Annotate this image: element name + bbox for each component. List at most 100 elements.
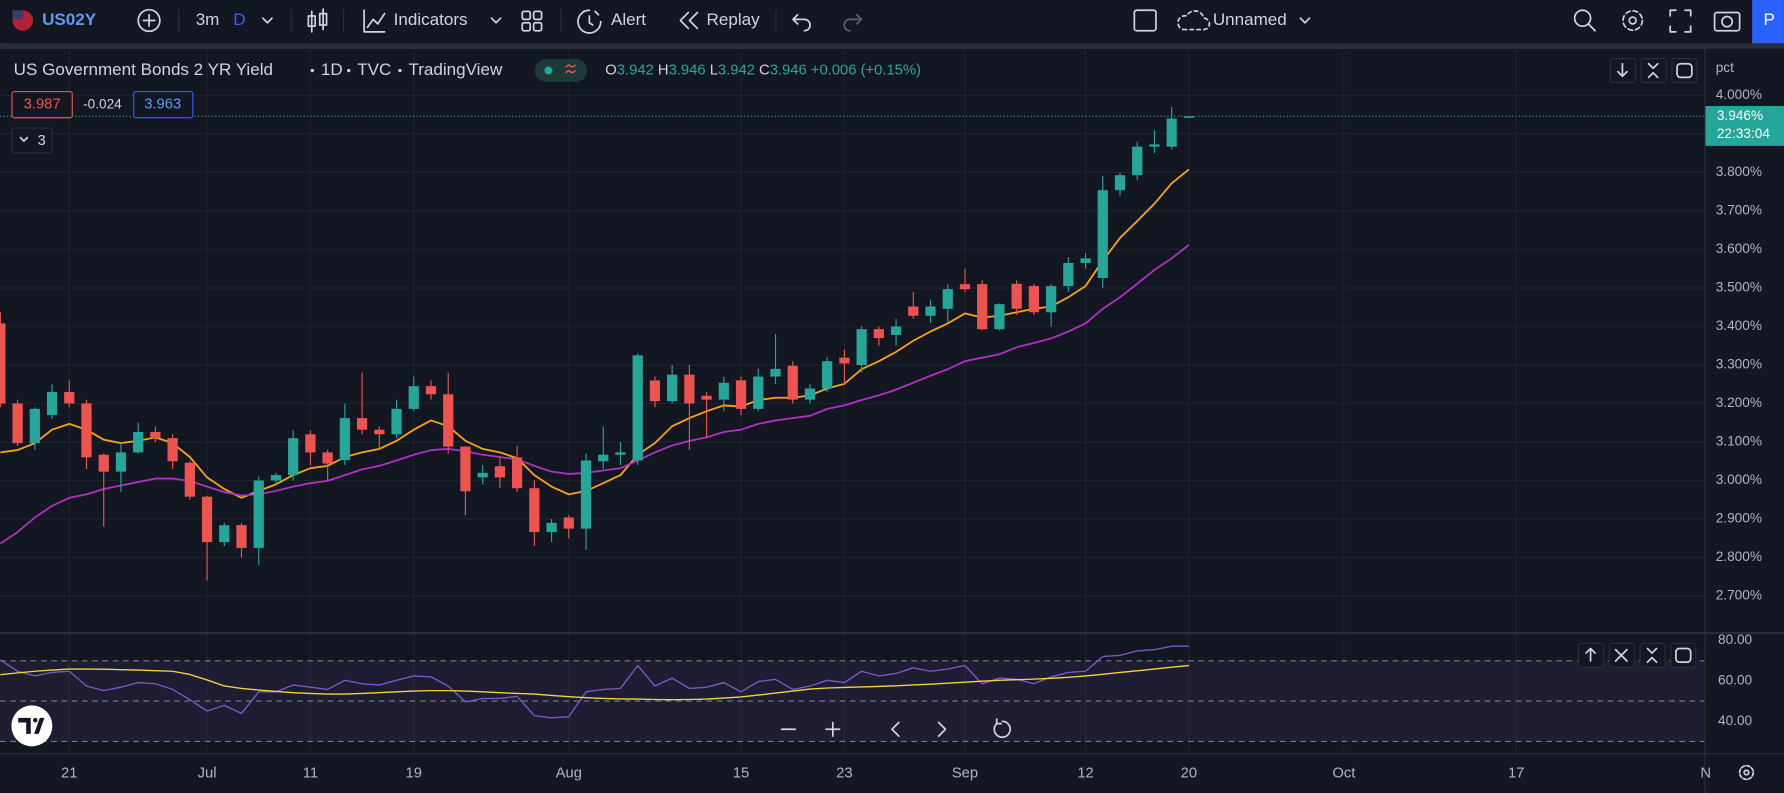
publish-label: P [1764,10,1775,29]
compare-button[interactable] [137,8,161,33]
x-tick-label: Jul [198,766,217,782]
low-value: 3.942 [718,62,755,78]
candle-body [529,488,540,533]
y-tick-label: 40.00 [1718,713,1753,728]
chart-type-button[interactable] [307,8,328,33]
ask-price: 3.963 [144,97,181,113]
interval-unit: D [233,10,245,29]
low-letter: L [710,62,718,78]
collapse-button[interactable] [1640,58,1667,84]
x-tick-label: 15 [733,766,749,782]
reset-button[interactable] [993,718,1012,739]
candle-body [460,446,471,492]
status-pill [534,59,588,82]
search-button[interactable] [1573,9,1596,32]
y-tick-label: 3.600% [1716,241,1762,256]
y-tick-label: 2.700% [1716,588,1762,603]
alarm-icon [577,9,602,34]
bid-price: 3.987 [24,97,61,113]
market-status[interactable] [534,59,588,82]
sell-button[interactable]: 3.987 [11,91,73,119]
scroll-right-button[interactable] [937,721,947,737]
camera-icon [1713,11,1741,32]
x-tick-label: Sep [952,766,978,782]
search-icon [1573,9,1592,28]
indicators-toggle[interactable]: 3 [11,127,53,154]
snapshot-button[interactable] [1713,11,1741,32]
buy-button[interactable]: 3.963 [133,91,194,119]
logo-mark [18,717,45,734]
y-tick-label: 3.800% [1716,164,1762,179]
open-value: 3.942 [617,62,654,78]
interval-button[interactable]: 3m D [196,10,273,29]
candle-body [29,408,40,444]
settings-button[interactable] [1622,9,1644,32]
candle-body [1097,190,1108,278]
tradingview-logo[interactable] [11,705,53,747]
gear-icon [1622,9,1644,32]
settings-corner[interactable] [1738,764,1755,781]
separator-dot [347,68,351,73]
candle-body [615,452,626,455]
maximize-icon [1676,62,1693,79]
arrow-icon [1617,62,1628,78]
candle-body [184,462,195,497]
collapse-icon [1646,647,1658,664]
candle-body [288,438,299,476]
collapse-button[interactable] [1639,642,1666,668]
candle-body [839,357,850,364]
line-series [0,664,1189,701]
pane-controls [1578,58,1698,668]
maximize-button[interactable] [1670,642,1697,668]
candle-body [322,452,333,464]
indicators-label: Indicators [394,10,468,29]
candle-body [1080,258,1091,263]
zoom-in-button[interactable] [825,721,841,737]
x-tick-label: 17 [1508,766,1524,782]
templates-button[interactable] [521,10,543,32]
x-tick-label: 23 [836,766,852,782]
undo-button[interactable] [792,13,811,32]
x-tick-label: 19 [406,766,422,782]
line-series [0,244,1190,545]
open-letter: O [605,62,616,78]
candle-body [546,522,557,533]
candle-body [356,418,368,430]
symbol-button[interactable]: US02Y [12,10,97,31]
candle-body [46,391,58,416]
timeframe: 1D [321,60,343,79]
maximize-button[interactable] [1671,58,1698,84]
alert-button[interactable]: Alert [577,9,646,34]
status-wave [565,63,577,74]
indicators-button[interactable]: Indicators [363,9,502,33]
scroll-left-button[interactable] [891,721,900,737]
candle-body [1114,175,1126,191]
replay-button[interactable]: Replay [679,10,760,30]
candle-body [787,365,798,400]
candle-body [856,329,867,365]
redo-button[interactable] [843,13,863,32]
publish-button[interactable]: P [1752,0,1784,44]
fullscreen-button[interactable] [1669,9,1692,33]
layout-name: Unnamed [1213,10,1287,29]
change: +0.006 [811,62,857,78]
logo-bg [11,705,53,747]
layout-button[interactable] [1133,9,1157,32]
plot-layer [0,107,1705,719]
candle-body [701,395,712,400]
y-tick-label: 3.400% [1716,318,1762,333]
source: TradingView [408,60,502,79]
y-tick-label: 4.000% [1716,87,1762,102]
layout-name-button[interactable]: Unnamed [1177,10,1311,31]
alert-label: Alert [611,10,646,29]
y-tick-label: 3.700% [1716,203,1762,218]
candle-body [908,306,919,316]
candle-body [753,376,764,409]
grid-icon [532,10,543,21]
y-tick-label: 3.300% [1716,357,1762,372]
x-tick-label: 20 [1181,766,1197,782]
candle-body [632,355,643,461]
y-tick-label: 3.200% [1716,395,1762,410]
candle-body [339,418,350,461]
